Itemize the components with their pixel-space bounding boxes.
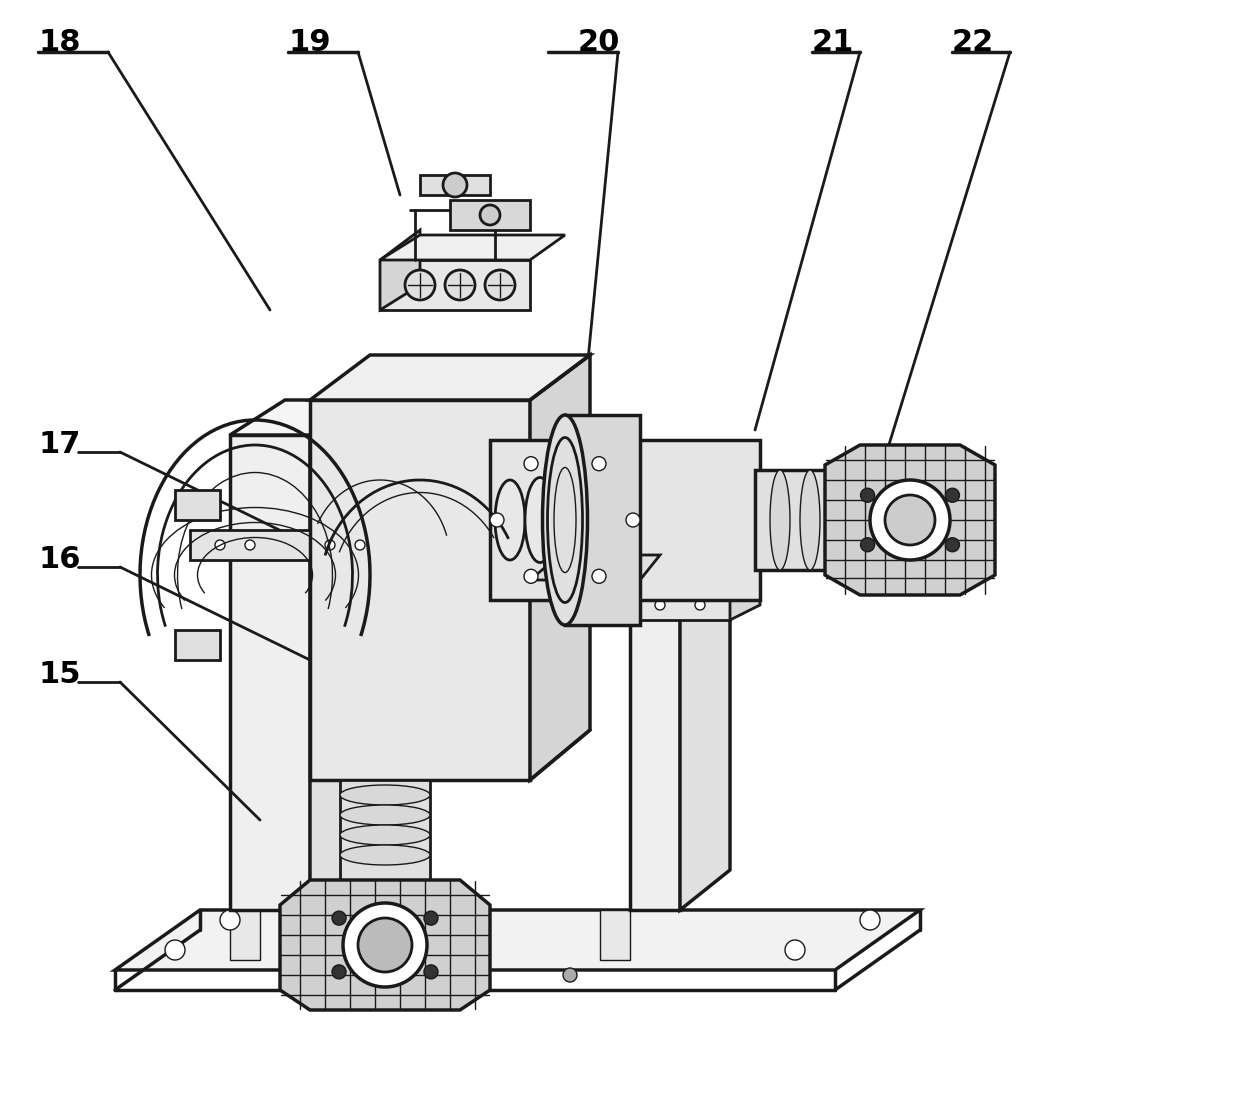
Polygon shape [175, 630, 219, 660]
Polygon shape [630, 485, 730, 520]
Polygon shape [231, 435, 309, 911]
Ellipse shape [800, 470, 820, 570]
Polygon shape [681, 485, 730, 911]
Circle shape [343, 903, 427, 987]
Text: 20: 20 [578, 28, 620, 57]
Polygon shape [730, 575, 760, 620]
Polygon shape [380, 235, 565, 260]
Ellipse shape [340, 785, 430, 806]
Ellipse shape [850, 470, 870, 570]
Polygon shape [450, 200, 530, 230]
Polygon shape [630, 520, 681, 911]
Text: 15: 15 [38, 660, 80, 690]
Ellipse shape [494, 480, 525, 560]
Circle shape [861, 488, 874, 503]
Ellipse shape [830, 470, 850, 570]
Polygon shape [309, 400, 365, 911]
Circle shape [870, 480, 949, 560]
Ellipse shape [525, 477, 555, 562]
Polygon shape [175, 490, 219, 520]
Circle shape [404, 270, 435, 299]
Circle shape [885, 495, 935, 545]
Polygon shape [530, 555, 660, 580]
Circle shape [445, 270, 475, 299]
Text: 18: 18 [38, 28, 80, 57]
Circle shape [326, 540, 335, 550]
Circle shape [946, 538, 959, 551]
Circle shape [219, 911, 240, 930]
Circle shape [332, 965, 346, 979]
Circle shape [626, 513, 640, 527]
Circle shape [424, 912, 438, 925]
Circle shape [443, 173, 467, 197]
Polygon shape [530, 355, 591, 780]
Polygon shape [420, 175, 490, 194]
Circle shape [358, 918, 412, 972]
Circle shape [524, 456, 538, 471]
Circle shape [655, 600, 665, 610]
Ellipse shape [543, 415, 587, 625]
Circle shape [424, 965, 438, 979]
Polygon shape [115, 911, 920, 970]
Ellipse shape [340, 806, 430, 825]
Polygon shape [565, 415, 640, 625]
Polygon shape [600, 911, 630, 960]
Circle shape [946, 488, 959, 503]
Ellipse shape [340, 845, 430, 865]
Circle shape [215, 540, 224, 550]
Circle shape [563, 968, 577, 982]
Circle shape [859, 911, 880, 930]
Ellipse shape [769, 470, 790, 570]
Polygon shape [309, 355, 591, 400]
Circle shape [592, 456, 605, 471]
Circle shape [861, 538, 874, 551]
Circle shape [165, 940, 185, 960]
Polygon shape [280, 880, 490, 1010]
Ellipse shape [550, 475, 580, 565]
Circle shape [490, 513, 504, 527]
Circle shape [785, 940, 805, 960]
Text: 19: 19 [289, 28, 330, 57]
Circle shape [695, 600, 705, 610]
Polygon shape [370, 511, 399, 560]
Circle shape [245, 540, 255, 550]
Polygon shape [231, 911, 260, 960]
Circle shape [355, 540, 365, 550]
Polygon shape [190, 530, 370, 560]
Ellipse shape [340, 825, 430, 845]
Text: 17: 17 [38, 430, 80, 459]
Polygon shape [825, 445, 995, 594]
Text: 16: 16 [38, 545, 80, 573]
Circle shape [332, 912, 346, 925]
Polygon shape [380, 230, 420, 311]
Polygon shape [755, 470, 920, 570]
Polygon shape [610, 590, 730, 620]
Circle shape [524, 569, 538, 583]
Polygon shape [309, 400, 530, 780]
Circle shape [480, 206, 501, 225]
Polygon shape [340, 780, 430, 880]
Polygon shape [490, 440, 760, 600]
Polygon shape [231, 400, 365, 435]
Text: 22: 22 [952, 28, 994, 57]
Circle shape [485, 270, 515, 299]
Polygon shape [380, 260, 530, 311]
Circle shape [592, 569, 605, 583]
Text: 21: 21 [813, 28, 854, 57]
